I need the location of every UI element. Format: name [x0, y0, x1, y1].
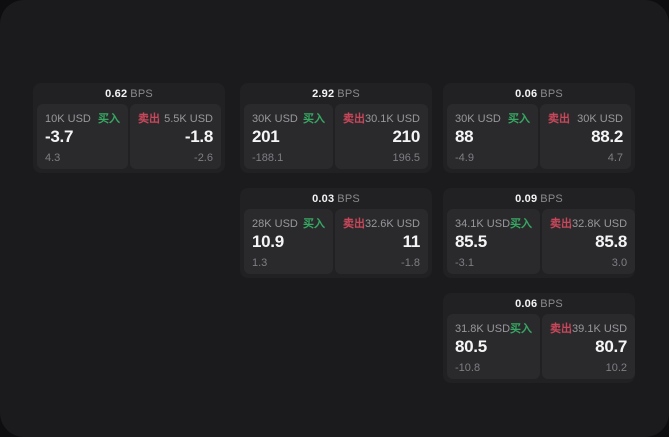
- sell-sub-value: -1.8: [401, 257, 420, 269]
- spread-header: 0.03 BPS: [240, 188, 432, 209]
- sell-sub-value: 10.2: [605, 362, 628, 374]
- buy-price: -3.7: [45, 127, 74, 146]
- sell-pane[interactable]: 卖出 30K USD 88.2 4.7: [540, 104, 631, 169]
- spread-value: 0.06: [515, 88, 538, 100]
- sell-amount: 32.8K USD: [572, 218, 628, 230]
- spread-header: 0.09 BPS: [443, 188, 635, 209]
- buy-sub-value: -10.8: [455, 362, 481, 374]
- buy-label: 买入: [98, 113, 120, 125]
- buy-sub-value: -4.9: [455, 152, 474, 164]
- sell-label: 卖出: [138, 113, 160, 125]
- spread-header: 2.92 BPS: [240, 83, 432, 104]
- buy-pane[interactable]: 34.1K USD 买入 85.5 -3.1: [447, 209, 541, 274]
- sell-sub-value: 4.7: [607, 152, 623, 164]
- buy-amount: 30K USD: [455, 113, 501, 125]
- sell-amount: 30K USD: [577, 113, 623, 125]
- bps-label: BPS: [540, 193, 563, 205]
- buy-price: 10.9: [252, 232, 284, 251]
- spread-value: 0.06: [515, 298, 538, 310]
- sell-amount: 30.1K USD: [364, 113, 420, 125]
- buy-price: 88: [455, 127, 474, 146]
- bps-label: BPS: [130, 88, 153, 100]
- sell-price: -1.8: [184, 127, 213, 146]
- quote-card: 0.62 BPS 10K USD 买入 -3.7 4.3 卖出 5.5K USD …: [33, 83, 225, 173]
- bps-label: BPS: [540, 298, 563, 310]
- buy-label: 买入: [302, 113, 325, 125]
- spread-value: 0.03: [312, 193, 335, 205]
- sell-pane[interactable]: 卖出 32.6K USD 11 -1.8: [334, 209, 428, 274]
- sell-pane[interactable]: 卖出 32.8K USD 85.8 3.0: [542, 209, 635, 274]
- sell-sub-value: 3.0: [611, 257, 628, 269]
- buy-pane[interactable]: 30K USD 买入 201 -188.1: [244, 104, 333, 169]
- buy-label: 买入: [510, 218, 533, 230]
- buy-price: 85.5: [455, 232, 487, 251]
- buy-label: 买入: [302, 218, 325, 230]
- quote-card: 0.03 BPS 28K USD 买入 10.9 1.3 卖出 32.6K USD…: [240, 188, 432, 278]
- quote-card: 0.06 BPS 30K USD 买入 88 -4.9 卖出 30K USD 88…: [443, 83, 635, 173]
- sell-pane[interactable]: 卖出 39.1K USD 80.7 10.2: [542, 314, 635, 379]
- sell-pane[interactable]: 卖出 30.1K USD 210 196.5: [334, 104, 428, 169]
- buy-label: 买入: [508, 113, 530, 125]
- sell-pane[interactable]: 卖出 5.5K USD -1.8 -2.6: [130, 104, 221, 169]
- buy-amount: 31.8K USD: [455, 323, 511, 335]
- sell-label: 卖出: [550, 218, 573, 230]
- sell-label: 卖出: [550, 323, 573, 335]
- buy-sub-value: 4.3: [45, 152, 61, 164]
- spread-header: 0.62 BPS: [33, 83, 225, 104]
- spread-value: 0.09: [515, 193, 538, 205]
- sell-amount: 5.5K USD: [164, 113, 213, 125]
- sell-label: 卖出: [342, 113, 365, 125]
- bps-label: BPS: [540, 88, 563, 100]
- buy-pane[interactable]: 28K USD 买入 10.9 1.3: [244, 209, 333, 274]
- buy-sub-value: -3.1: [455, 257, 474, 269]
- sell-price: 88.2: [591, 127, 623, 146]
- buy-amount: 28K USD: [252, 218, 298, 230]
- sell-amount: 32.6K USD: [364, 218, 420, 230]
- bps-label: BPS: [337, 193, 360, 205]
- bps-label: BPS: [337, 88, 360, 100]
- sell-price: 210: [392, 127, 421, 146]
- buy-pane[interactable]: 30K USD 买入 88 -4.9: [447, 104, 538, 169]
- buy-amount: 30K USD: [252, 113, 298, 125]
- buy-sub-value: 1.3: [252, 257, 268, 269]
- sell-price: 80.7: [595, 337, 628, 356]
- buy-price: 201: [252, 127, 280, 146]
- buy-price: 80.5: [455, 337, 487, 356]
- sell-sub-value: 196.5: [392, 152, 420, 164]
- sell-sub-value: -2.6: [194, 152, 213, 164]
- quote-card: 0.06 BPS 31.8K USD 买入 80.5 -10.8 卖出 39.1K…: [443, 293, 635, 383]
- quote-card: 0.09 BPS 34.1K USD 买入 85.5 -3.1 卖出 32.8K …: [443, 188, 635, 278]
- buy-amount: 10K USD: [45, 113, 91, 125]
- spread-header: 0.06 BPS: [443, 293, 635, 314]
- buy-sub-value: -188.1: [252, 152, 284, 164]
- spread-value: 0.62: [105, 88, 128, 100]
- buy-amount: 34.1K USD: [455, 218, 511, 230]
- buy-pane[interactable]: 10K USD 买入 -3.7 4.3: [37, 104, 128, 169]
- sell-amount: 39.1K USD: [572, 323, 628, 335]
- spread-header: 0.06 BPS: [443, 83, 635, 104]
- buy-label: 买入: [510, 323, 533, 335]
- sell-label: 卖出: [548, 113, 570, 125]
- sell-price: 11: [402, 232, 421, 251]
- sell-label: 卖出: [342, 218, 365, 230]
- buy-pane[interactable]: 31.8K USD 买入 80.5 -10.8: [447, 314, 541, 379]
- quote-card: 2.92 BPS 30K USD 买入 201 -188.1 卖出 30.1K U…: [240, 83, 432, 173]
- sell-price: 85.8: [595, 232, 628, 251]
- spread-value: 2.92: [312, 88, 335, 100]
